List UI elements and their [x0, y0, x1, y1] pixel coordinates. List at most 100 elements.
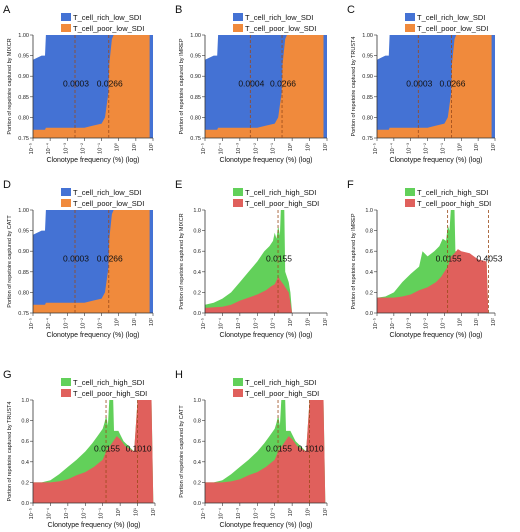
legend-label: T_cell_rich_high_SDI — [245, 188, 316, 197]
y-axis-label: Portion of repetoire captured by CATT — [7, 215, 13, 308]
x-tick-label: 10⁻⁴ — [217, 507, 224, 519]
y-tick-label: 0.85 — [18, 95, 29, 101]
legend-label: T_cell_rich_high_SDI — [245, 378, 316, 387]
legend-label: T_cell_rich_low_SDI — [245, 13, 313, 22]
legend-label: T_cell_poor_low_SDI — [73, 199, 144, 208]
y-tick-label: 0.75 — [190, 136, 201, 142]
legend-label: T_cell_rich_high_SDI — [417, 188, 488, 197]
x-axis-label: Clonotype frequency (%) (log) — [390, 332, 483, 339]
panel-label: H — [175, 369, 183, 381]
y-tick-label: 0.6 — [193, 439, 201, 445]
legend-label: T_cell_poor_low_SDI — [245, 24, 316, 33]
x-tick-label: 10⁰ — [114, 142, 121, 151]
y-tick-label: 1.0 — [193, 208, 201, 214]
legend-swatch — [233, 188, 243, 196]
threshold-label: 0.0266 — [270, 79, 296, 89]
x-tick-label: 10⁻³ — [63, 318, 69, 329]
y-tick-label: 0.90 — [18, 249, 29, 255]
x-tick-label: 10⁻² — [253, 318, 259, 329]
y-axis-label: Portion of repetoire captured by CATT — [179, 405, 185, 498]
threshold-label: 0.0003 — [63, 79, 89, 89]
x-tick-label: 10² — [491, 143, 497, 151]
y-tick-label: 1.00 — [18, 33, 29, 39]
series-area-T_cell_poor_high_SDI — [205, 276, 293, 313]
chart-panel-f: F 0.0 0.2 0.4 0.6 0.8 1.0 10⁻⁵ 10⁻⁴ 10⁻³ 10⁻² 10⁻¹ 1… — [347, 179, 503, 339]
series-area-T_cell_poor_low_SDI — [377, 35, 492, 138]
x-tick-label: 10¹ — [306, 508, 312, 516]
threshold-label: 0.0155 — [94, 444, 120, 454]
x-tick-label: 10⁻³ — [407, 143, 413, 154]
x-tick-label: 10⁰ — [115, 507, 122, 516]
x-tick-label: 10⁻¹ — [440, 318, 446, 329]
y-axis-label: Portion of repetoire captured by MIXCR — [179, 213, 185, 309]
legend-swatch — [61, 13, 71, 21]
y-tick-label: 1.00 — [190, 33, 201, 39]
threshold-label: 0.0003 — [406, 79, 432, 89]
x-tick-label: 10⁻¹ — [98, 143, 104, 154]
y-tick-label: 1.00 — [18, 208, 29, 214]
y-tick-label: 0.90 — [18, 74, 29, 80]
legend-label: T_cell_poor_high_SDI — [245, 389, 319, 398]
y-tick-label: 0.6 — [365, 249, 373, 255]
legend-swatch — [61, 378, 71, 386]
legend-label: T_cell_poor_low_SDI — [73, 24, 144, 33]
panel-label: E — [175, 179, 182, 191]
x-tick-label: 10⁻³ — [63, 143, 69, 154]
series-area-T_cell_poor_low_SDI — [33, 35, 150, 138]
x-axis-label: Clonotype frequency (%) (log) — [47, 157, 140, 164]
threshold-label: 0.0266 — [97, 254, 123, 264]
legend-swatch — [405, 188, 415, 196]
y-tick-label: 0.6 — [21, 439, 29, 445]
series-area-T_cell_poor_high_SDI — [33, 400, 154, 503]
x-tick-label: 10⁻² — [424, 318, 430, 329]
y-tick-label: 0.95 — [362, 54, 373, 60]
legend-label: T_cell_rich_high_SDI — [73, 378, 144, 387]
x-tick-label: 10⁻³ — [236, 508, 242, 519]
y-tick-label: 0.90 — [190, 74, 201, 80]
x-tick-label: 10⁻² — [424, 143, 430, 154]
threshold-label: 0.1010 — [126, 444, 152, 454]
y-tick-label: 0.8 — [365, 229, 373, 235]
chart-panel-b: B 0.75 0.80 0.85 0.90 0.95 1.00 10⁻⁵ 10⁻⁴ 10⁻³ 10⁻… — [175, 4, 329, 164]
legend-label: T_cell_rich_low_SDI — [417, 13, 485, 22]
x-tick-label: 10⁻⁴ — [45, 317, 52, 329]
threshold-label: 0.0266 — [440, 79, 466, 89]
chart-panel-a: A 0.75 0.80 0.85 0.90 0.95 1.00 10⁻⁵ 10⁻⁴ 10⁻³ 10⁻… — [3, 4, 155, 164]
y-tick-label: 0.80 — [18, 290, 29, 296]
legend-label: T_cell_poor_low_SDI — [417, 24, 488, 33]
legend-swatch — [233, 24, 243, 32]
x-tick-label: 10² — [323, 143, 329, 151]
x-tick-label: 10⁻⁴ — [217, 317, 224, 329]
y-tick-label: 0.6 — [193, 249, 201, 255]
x-tick-label: 10⁻² — [253, 508, 259, 519]
x-tick-label: 10⁻³ — [236, 143, 242, 154]
x-tick-label: 10⁻⁵ — [200, 318, 207, 329]
chart-panel-e: E 0.0 0.2 0.4 0.6 0.8 1.0 10⁻⁵ 10⁻⁴ 10⁻³ 10⁻² 10⁻¹ 1… — [175, 179, 329, 339]
x-tick-label: 10⁻⁵ — [372, 143, 379, 154]
y-axis-label: Portion of repetoire captured by IMREP — [179, 38, 185, 134]
x-axis-label: Clonotype frequency (%) (log) — [220, 522, 313, 529]
series-area-T_cell_poor_high_SDI — [205, 400, 326, 503]
y-tick-label: 0.90 — [362, 74, 373, 80]
threshold-label: 0.0003 — [63, 254, 89, 264]
x-tick-label: 10⁻¹ — [271, 318, 277, 329]
x-tick-label: 10⁻¹ — [98, 318, 104, 329]
x-tick-label: 10⁰ — [456, 142, 463, 151]
series-area-T_cell_poor_high_SDI — [377, 249, 489, 313]
y-axis-label: Portion of repetoire captured by IMREP — [351, 213, 357, 309]
y-tick-label: 0.8 — [193, 419, 201, 425]
y-tick-label: 0.2 — [365, 290, 373, 296]
x-tick-label: 10⁰ — [287, 507, 294, 516]
panel-label: C — [347, 4, 355, 16]
x-tick-label: 10¹ — [474, 318, 480, 326]
x-tick-label: 10⁻² — [80, 318, 86, 329]
x-tick-label: 10⁻⁴ — [389, 142, 396, 154]
x-tick-label: 10¹ — [132, 143, 138, 151]
threshold-label: 0.0155 — [436, 254, 462, 264]
y-tick-label: 0.4 — [365, 270, 373, 276]
x-tick-label: 10⁻⁵ — [200, 143, 207, 154]
y-tick-label: 0.0 — [193, 501, 201, 507]
threshold-label: 0.4053 — [476, 254, 502, 264]
x-tick-label: 10² — [491, 318, 497, 326]
